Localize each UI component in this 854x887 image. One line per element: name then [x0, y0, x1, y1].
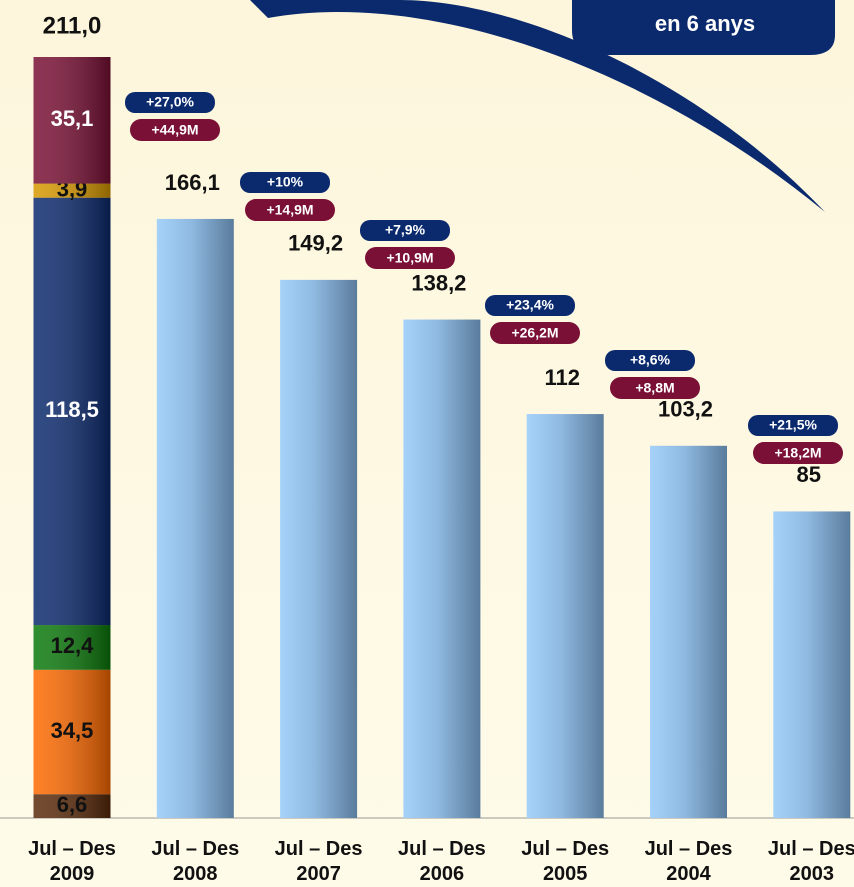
segment-label: 12,4 — [51, 633, 95, 658]
bar — [403, 319, 481, 818]
segment-shade — [33, 197, 111, 626]
x-tick-label: Jul – Des 2004 — [645, 838, 733, 885]
amount-pill — [610, 377, 700, 399]
swoosh — [250, 0, 825, 212]
amount-label: +18,2M — [774, 445, 821, 461]
amount-label: +26,2M — [511, 325, 558, 341]
pct-pill — [605, 350, 695, 371]
bar — [280, 279, 358, 819]
bar — [156, 218, 234, 818]
x-tick-label: Jul – Des 2003 — [768, 838, 854, 885]
x-tick-label: Jul – Des 2009 — [28, 838, 116, 885]
value-label: 112 — [544, 365, 580, 390]
value-label: 149,2 — [288, 231, 343, 256]
amount-pill — [130, 119, 220, 141]
x-tick-label: Jul – Des 2007 — [275, 838, 363, 885]
x-tick-label: Jul – Des 2005 — [521, 838, 609, 885]
bar — [773, 511, 851, 818]
segment-shade — [33, 625, 111, 670]
segment-shade — [33, 794, 111, 818]
bar — [526, 414, 604, 818]
value-label: 85 — [797, 462, 821, 487]
pct-pill — [360, 220, 450, 241]
value-label: 211,0 — [43, 12, 102, 39]
amount-pill — [365, 247, 455, 269]
amount-pill — [753, 442, 843, 464]
amount-label: +14,9M — [266, 202, 313, 218]
pct-label: +27,0% — [146, 94, 194, 110]
amount-label: +44,9M — [151, 122, 198, 138]
pct-pill — [240, 172, 330, 193]
segment-label: 35,1 — [51, 106, 94, 131]
value-label: 103,2 — [658, 397, 713, 422]
value-label: 138,2 — [411, 270, 466, 295]
callout-box — [572, 0, 835, 55]
segment-shade — [33, 57, 111, 184]
pct-pill — [125, 92, 215, 113]
pct-pill — [485, 295, 575, 316]
pct-label: +8,6% — [630, 352, 671, 368]
segment-label: 6,6 — [57, 792, 88, 817]
segment-label: 34,5 — [51, 718, 94, 743]
pct-label: +21,5% — [769, 417, 817, 433]
bar — [650, 445, 727, 818]
amount-pill — [490, 322, 580, 344]
segment-shade — [33, 669, 111, 795]
segment-shade — [33, 183, 111, 198]
amount-pill — [245, 199, 335, 221]
x-tick-label: Jul – Des 2008 — [151, 838, 239, 885]
pct-label: +23,4% — [506, 297, 554, 313]
pct-label: +7,9% — [385, 222, 426, 238]
pct-label: +10% — [267, 174, 304, 190]
segment-label: 118,5 — [45, 397, 99, 422]
amount-label: +10,9M — [386, 250, 433, 266]
amount-label: +8,8M — [635, 380, 674, 396]
x-tick-label: Jul – Des 2006 — [398, 838, 486, 885]
pct-pill — [748, 415, 838, 436]
value-label: 166,1 — [165, 170, 220, 195]
callout: en 6 anys — [655, 11, 755, 36]
